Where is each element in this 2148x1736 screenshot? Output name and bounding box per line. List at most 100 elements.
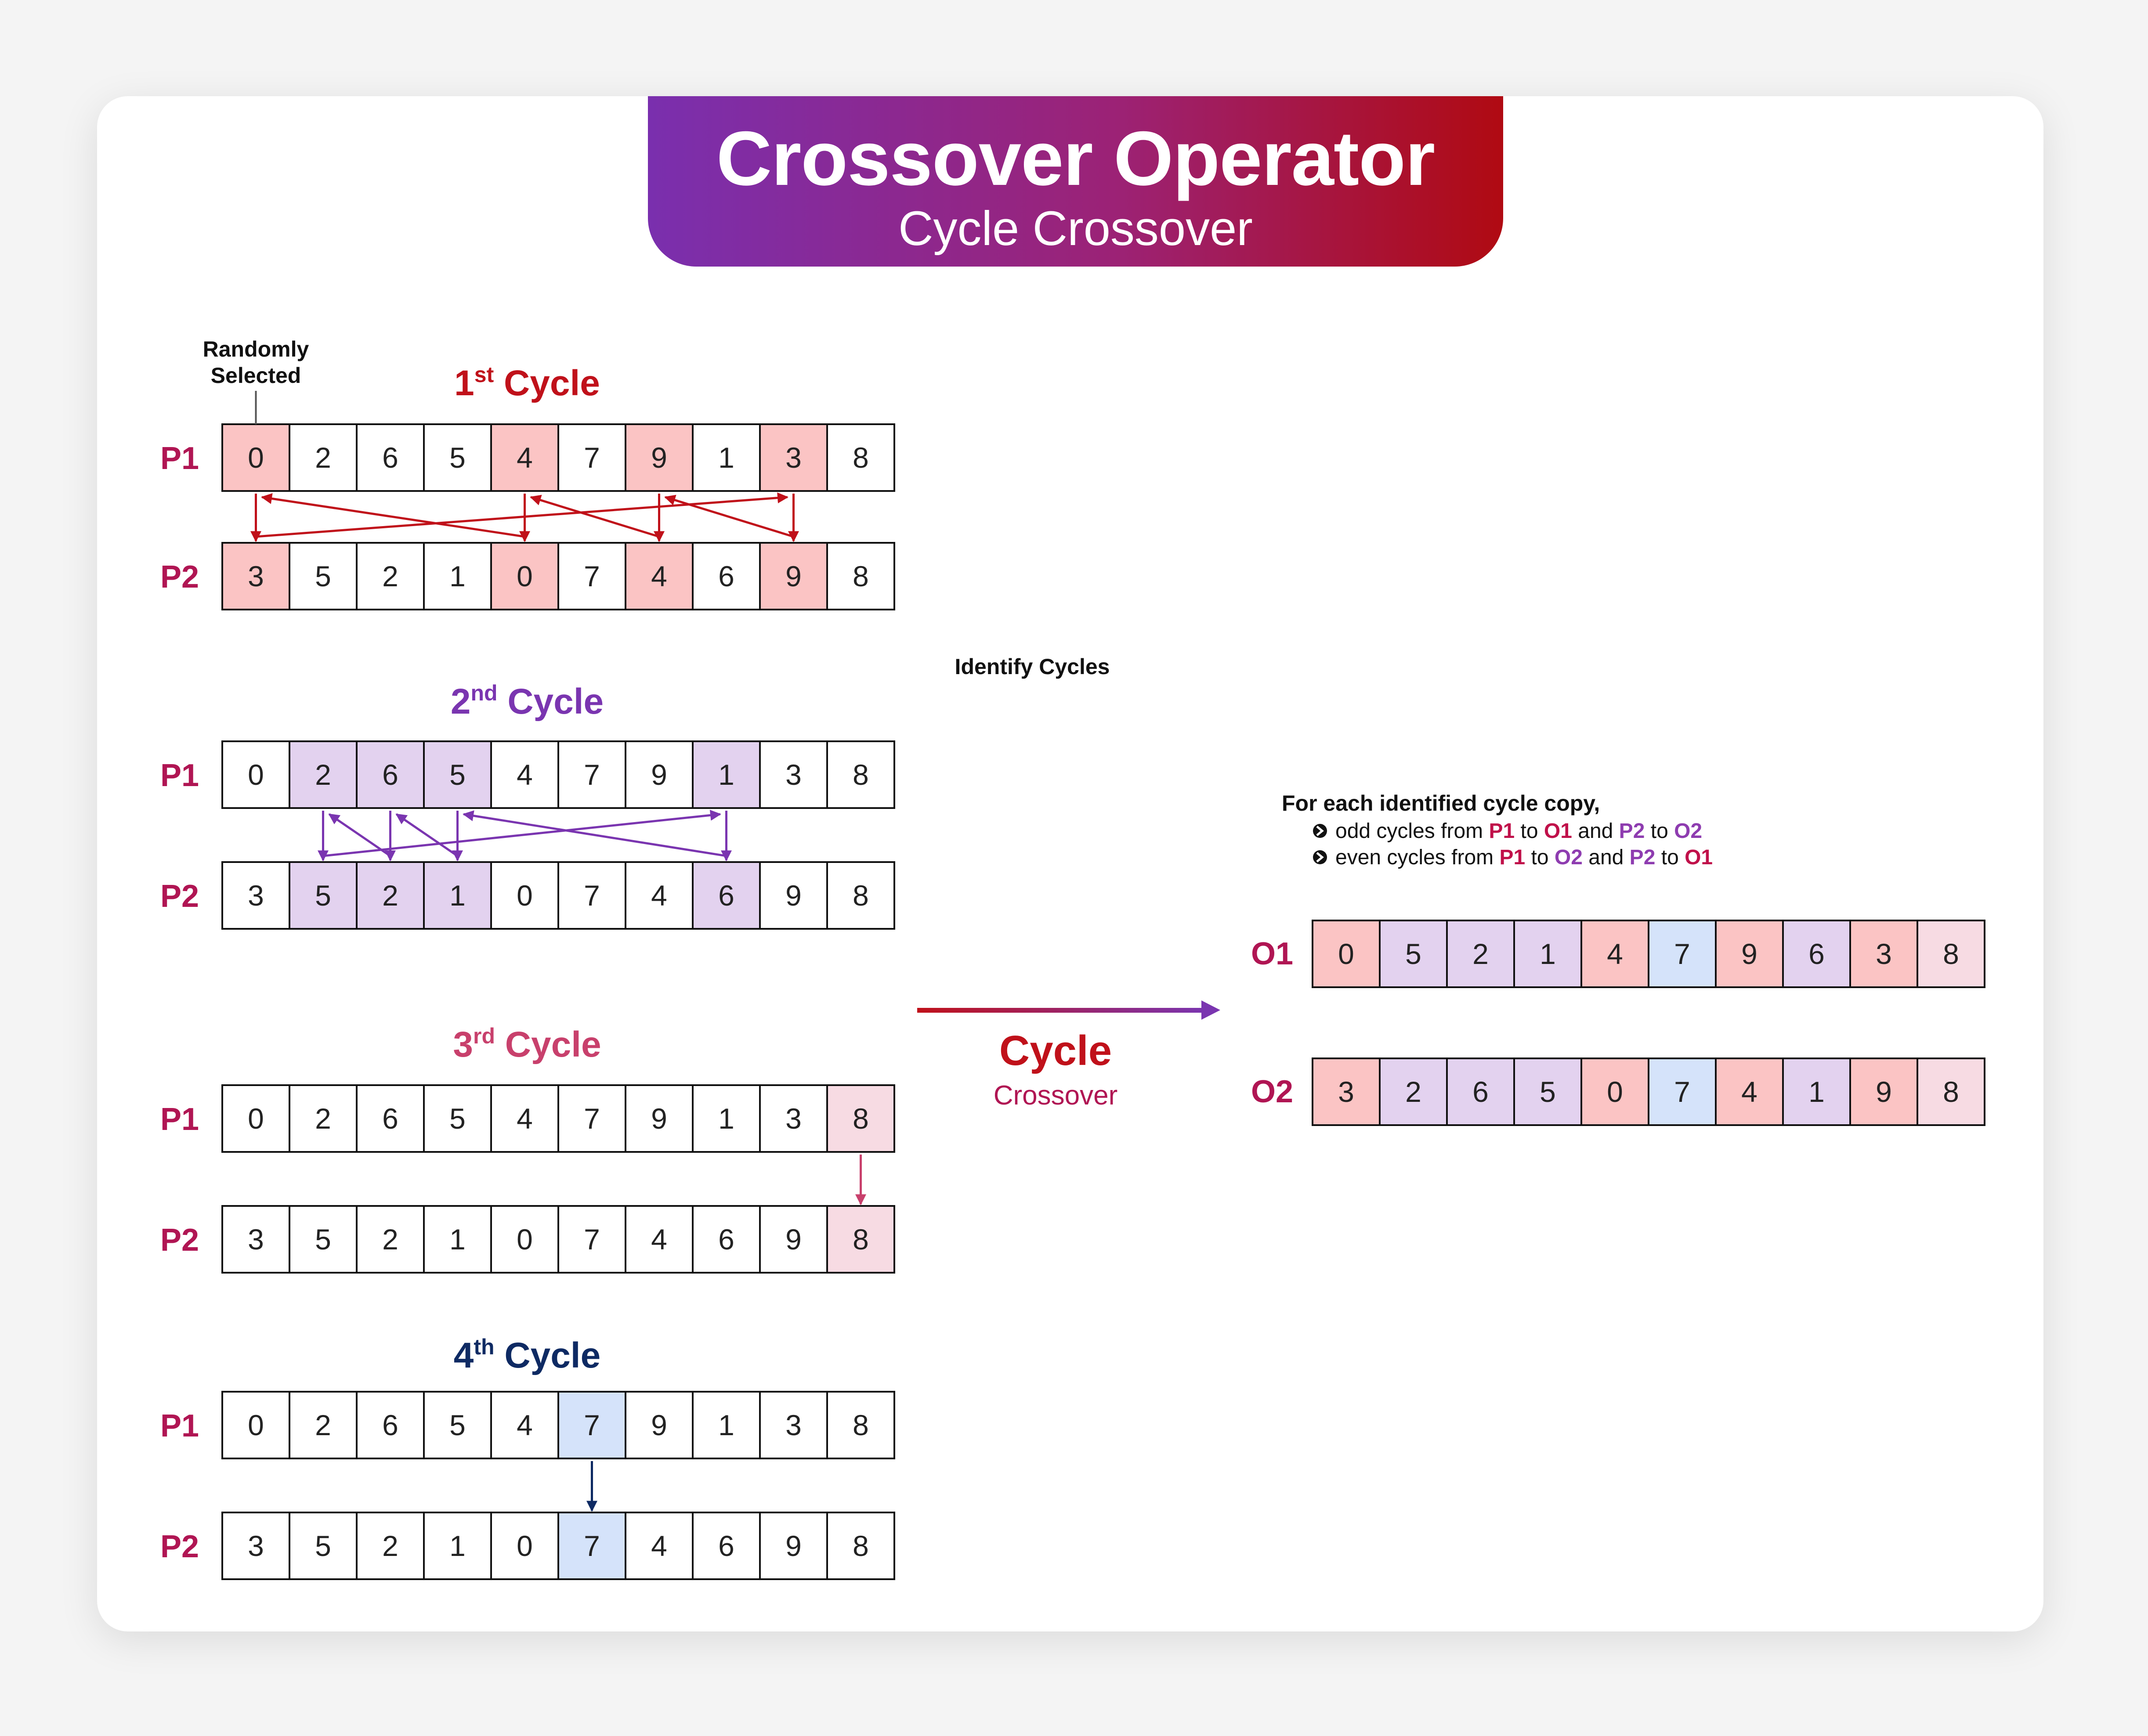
offspring-value: 8 — [1943, 1076, 1959, 1108]
cycle-arrow-up — [463, 810, 727, 857]
cycle-4-p1-row-value: 4 — [517, 1409, 533, 1441]
cycle-4-p2-row-value: 8 — [853, 1530, 869, 1562]
cycle-2-p1-row-value: 4 — [517, 758, 533, 791]
cycle-3-p2-row-value: 5 — [315, 1223, 331, 1256]
cycle-arrow-up — [261, 493, 525, 538]
cycle-3-p2-row-value: 8 — [853, 1223, 869, 1256]
cycle-3-p1-row-cell — [826, 1084, 895, 1153]
cycle-3-p2-row-value: 4 — [651, 1223, 667, 1256]
cycle-1-p2-row-cell — [490, 542, 559, 610]
cycle-4-p1-row-cell — [826, 1391, 895, 1459]
cycle-1-p1-row-value: 9 — [651, 441, 667, 474]
cycle-2-p2-row-cell — [557, 861, 626, 930]
cycle-2-p2-row-cell — [490, 861, 559, 930]
cycle-1-p1-row-value: 6 — [382, 441, 398, 474]
cycle-4-p1-label: P1 — [160, 1408, 199, 1444]
identify-cycles-label: Identify Cycles — [955, 654, 1110, 679]
cycle-arrow-up — [395, 813, 458, 857]
cycle-3-p1-row-value: 5 — [449, 1102, 466, 1135]
cycle-4-p1-row-value: 6 — [382, 1409, 398, 1441]
chevron-right-icon — [1316, 826, 1324, 836]
cycle-4-p2-row-value: 9 — [785, 1530, 802, 1562]
cycle-1-p1-row-value: 1 — [718, 441, 734, 474]
cycle-1-p1-row-cell — [356, 423, 425, 492]
offspring-value: 6 — [1472, 1076, 1489, 1108]
cycle-2-p1-row-cell — [356, 740, 425, 809]
cycle-1-p2-row-value: 2 — [382, 560, 398, 592]
cycle-1-p1-row-cell — [490, 423, 559, 492]
cycle-3-p1-row-value: 7 — [584, 1102, 600, 1135]
center-arrow-shaft — [917, 1008, 1205, 1013]
cycle-1-p2-row-value: 3 — [248, 560, 264, 592]
cycle-2-p2-row-cell — [423, 861, 492, 930]
cycle-arrow-up — [664, 494, 794, 538]
cycle-3-p1-row-value: 0 — [248, 1102, 264, 1135]
cycle-3-p2-row-value: 6 — [718, 1223, 734, 1256]
cycle-4-p2-row-value: 4 — [651, 1530, 667, 1562]
offspring-o1-label: O1 — [1251, 936, 1293, 971]
cycle-2-p1-row: 0 2 6 5 4 7 9 1 3 8 — [221, 740, 895, 809]
cycle-4-p2-row-value: 3 — [248, 1530, 264, 1562]
offspring-cell — [1782, 1057, 1851, 1126]
rule-odd-text: odd cycles from P1 to O1 and P2 to O2 — [1335, 819, 1702, 843]
cycle-2-p2-row-value: 3 — [248, 879, 264, 912]
cycle-4-p2-row-cell — [221, 1512, 290, 1580]
cycle-1-p2-row-cell — [557, 542, 626, 610]
offspring-value: 0 — [1607, 1076, 1623, 1108]
cycle-3-p2-row-cell — [692, 1205, 761, 1274]
offspring-value: 9 — [1741, 938, 1757, 970]
cycle-4-p2-row-value: 5 — [315, 1530, 331, 1562]
cycle-3-p1-row-cell — [557, 1084, 626, 1153]
cycle-2-p2-row-value: 1 — [449, 879, 466, 912]
cycle-2-p1-row-value: 6 — [382, 758, 398, 791]
cycle-2-p1-row-cell — [557, 740, 626, 809]
cycle-3-p2-row-value: 1 — [449, 1223, 466, 1256]
cycle-4-p1-row-cell — [221, 1391, 290, 1459]
cycle-3-p1-row-value: 6 — [382, 1102, 398, 1135]
cycle-3-p1-row-value: 2 — [315, 1102, 331, 1135]
offspring-cell — [1312, 920, 1381, 988]
cycle-arrow-up — [323, 809, 721, 857]
page-subtitle: Cycle Crossover — [898, 202, 1253, 256]
cycle-1-p1-row-value: 3 — [785, 441, 802, 474]
offspring-value: 8 — [1943, 938, 1959, 970]
bullet-icon — [1313, 850, 1327, 864]
cycle-2-p1-row-cell — [826, 740, 895, 809]
cycle-1-p1-row-cell — [221, 423, 290, 492]
cycle-2-p2-row-value: 4 — [651, 879, 667, 912]
offspring-value: 2 — [1405, 1076, 1421, 1108]
bullet-icon — [1313, 824, 1327, 838]
offspring-cell — [1446, 1057, 1515, 1126]
offspring-cell — [1849, 1057, 1918, 1126]
offspring-cell — [1379, 920, 1448, 988]
offspring-cell — [1782, 920, 1851, 988]
offspring-cell — [1312, 1057, 1381, 1126]
cycle-4-p2-label: P2 — [160, 1529, 199, 1564]
cycle-1-p2-row-value: 7 — [584, 560, 600, 592]
cycle-1-p2-row-value: 8 — [853, 560, 869, 592]
cycle-1-p1-row-cell — [625, 423, 694, 492]
offspring-o1-row: 0 5 2 1 4 7 9 6 3 8 — [1312, 920, 1985, 988]
cycle-2-p2-row-value: 9 — [785, 879, 802, 912]
offspring-value: 5 — [1405, 938, 1421, 970]
offspring-value: 1 — [1540, 938, 1556, 970]
cycle-3-p1-row-value: 1 — [718, 1102, 734, 1135]
page-title: Crossover Operator — [716, 116, 1435, 202]
cycle-1-p2-row-cell — [826, 542, 895, 610]
cycle-3-p2-row-cell — [759, 1205, 828, 1274]
cycle-4-p1-row-value: 2 — [315, 1409, 331, 1441]
cycle-1-p1-row-value: 8 — [853, 441, 869, 474]
cycle-1-p2-row-value: 5 — [315, 560, 331, 592]
cycle-4-p2-row-value: 1 — [449, 1530, 466, 1562]
cycle-4-p2-row-cell — [557, 1512, 626, 1580]
cycle-3-p2-row-cell — [221, 1205, 290, 1274]
cycle-3-p1-row-cell — [289, 1084, 358, 1153]
cycle-4-p1-row-cell — [356, 1391, 425, 1459]
cycle-4-p1-row-value: 9 — [651, 1409, 667, 1441]
cycle-2-p1-row-value: 3 — [785, 758, 802, 791]
rules-title: For each identified cycle copy, — [1282, 791, 1600, 816]
cycle-arrow-up — [530, 494, 660, 538]
offspring-cell — [1580, 920, 1649, 988]
cycle-1-title: 1st Cycle — [454, 362, 600, 403]
